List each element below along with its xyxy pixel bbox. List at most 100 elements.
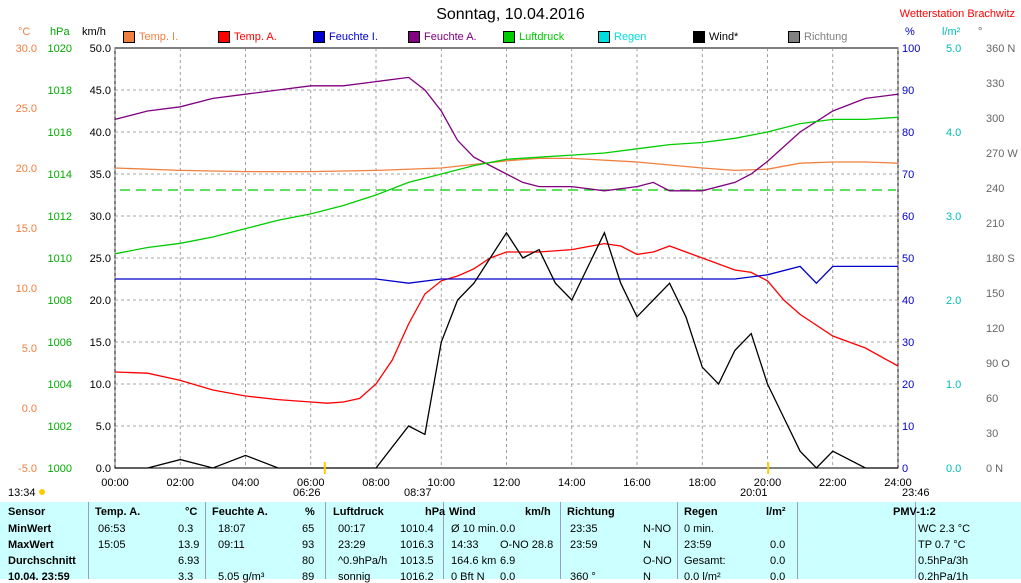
direction-tick-label: 210 — [986, 218, 1004, 230]
pressure-tick-label: 1018 — [48, 85, 72, 97]
legend-item: Regen — [598, 31, 646, 43]
legend-item: Temp. A. — [218, 31, 277, 43]
table-cell: 0.0 — [500, 571, 516, 583]
table-header: Sensor — [8, 506, 46, 518]
direction-unit: ° — [978, 26, 983, 38]
legend-item: Wind* — [693, 31, 738, 43]
humidity-tick-label: 100 — [902, 43, 920, 55]
temp-tick-label: 10.0 — [16, 283, 37, 295]
temp-unit: °C — [18, 26, 31, 38]
wind-tick-label: 15.0 — [90, 337, 111, 349]
x-tick-label: 14:00 — [558, 477, 586, 489]
legend-label: Regen — [614, 31, 647, 43]
humidity-tick-label: 50 — [902, 253, 914, 265]
temp-tick-label: 25.0 — [16, 103, 37, 115]
direction-tick-label: 30 — [986, 428, 998, 440]
humidity-tick-label: 0 — [902, 463, 908, 475]
x-tick-label: 00:00 — [101, 477, 129, 489]
table-cell: 6.9 — [500, 555, 516, 567]
pressure-tick-label: 1020 — [48, 43, 72, 55]
legend-item: Temp. I. — [123, 31, 178, 43]
table-header: hPa — [425, 506, 446, 518]
humidity-tick-label: 70 — [902, 169, 914, 181]
x-tick-label: 06:00 — [297, 477, 325, 489]
table-cell: Ø 10 min. — [451, 523, 499, 535]
legend-label: Wind* — [709, 31, 739, 43]
legend-label: Feuchte I. — [329, 31, 378, 43]
wind-unit: km/h — [82, 26, 106, 38]
wind-tick-label: 45.0 — [90, 85, 111, 97]
table-header: Feuchte A. — [212, 506, 268, 518]
pressure-tick-label: 1000 — [48, 463, 72, 475]
table-cell: 0.0 — [770, 539, 786, 551]
table-cell: WC 2.3 °C — [918, 523, 971, 535]
table-cell: 6.93 — [178, 555, 200, 567]
wind-tick-label: 40.0 — [90, 127, 111, 139]
station-name: Wetterstation Brachwitz — [899, 8, 1015, 20]
table-cell: 09:11 — [218, 539, 245, 551]
legend-swatch — [218, 31, 230, 43]
table-cell: 89 — [302, 571, 315, 583]
pressure-unit: hPa — [50, 26, 70, 38]
pressure-tick-label: 1006 — [48, 337, 72, 349]
table-header: Luftdruck — [333, 506, 384, 518]
stats-table: Sensor Temp. A. °C Feuchte A.% Luftdruck hPa W… — [0, 502, 1021, 583]
direction-tick-label: 0 N — [986, 463, 1003, 475]
table-header: °C — [185, 506, 198, 518]
table-cell: 0 min. — [684, 523, 714, 535]
x-tick-label: 20:00 — [754, 477, 782, 489]
legend-swatch — [598, 31, 610, 43]
table-cell: 13.9 — [178, 539, 200, 551]
chart-title: Sonntag, 10.04.2016 — [436, 6, 585, 23]
table-cell: N — [643, 571, 651, 583]
legend-item: Luftdruck — [503, 31, 564, 43]
table-cell: O-NO — [643, 555, 672, 567]
series-line — [114, 116, 899, 255]
temp-tick-label: 20.0 — [16, 163, 37, 175]
x-tick-label: 18:00 — [688, 477, 716, 489]
pressure-tick-label: 1016 — [48, 127, 72, 139]
legend-label: Feuchte A. — [424, 31, 477, 43]
temp-tick-label: 0.0 — [22, 403, 37, 415]
table-cell: 360 ° — [570, 571, 596, 583]
direction-tick-label: 90 O — [986, 358, 1010, 370]
table-cell: N — [643, 539, 651, 551]
table-cell: 0.0 — [770, 571, 786, 583]
legend-swatch — [788, 31, 800, 43]
legend-label: Luftdruck — [519, 31, 565, 43]
row-label: Durchschnitt — [8, 555, 76, 567]
rain-tick-label: 3.0 — [946, 211, 961, 223]
rain-tick-label: 2.0 — [946, 295, 961, 307]
table-cell: ^0.9hPa/h — [338, 555, 388, 567]
table-header: Wind — [449, 506, 476, 518]
rain-tick-label: 5.0 — [946, 43, 961, 55]
series-line — [114, 157, 899, 173]
row-label: 10.04. 23:59 — [8, 571, 70, 583]
table-cell: 80 — [302, 555, 315, 567]
humidity-tick-label: 60 — [902, 211, 914, 223]
x-tick-label: 08:00 — [362, 477, 390, 489]
humidity-tick-label: 10 — [902, 421, 914, 433]
series-line — [114, 76, 899, 192]
wind-tick-label: 10.0 — [90, 379, 111, 391]
table-cell: 3.3 — [178, 571, 194, 583]
x-tick-label: 12:00 — [493, 477, 521, 489]
humidity-tick-label: 20 — [902, 379, 914, 391]
table-cell: 1013.5 — [400, 555, 434, 567]
wind-tick-label: 25.0 — [90, 253, 111, 265]
pressure-tick-label: 1002 — [48, 421, 72, 433]
direction-tick-label: 180 S — [986, 253, 1015, 265]
x-tick-label: 22:00 — [819, 477, 847, 489]
marker-end: 23:46 — [902, 487, 930, 499]
table-cell: 00:17 — [338, 523, 366, 535]
humidity-tick-label: 40 — [902, 295, 914, 307]
table-cell: 23:29 — [338, 539, 366, 551]
legend-swatch — [693, 31, 705, 43]
table-cell: Gesamt: — [684, 555, 726, 567]
table-cell: 93 — [302, 539, 315, 551]
pressure-tick-label: 1008 — [48, 295, 72, 307]
legend-label: Temp. I. — [139, 31, 179, 43]
table-cell: 0.0 — [770, 555, 786, 567]
humidity-unit: % — [905, 26, 915, 38]
table-cell: 164.6 km — [451, 555, 497, 567]
